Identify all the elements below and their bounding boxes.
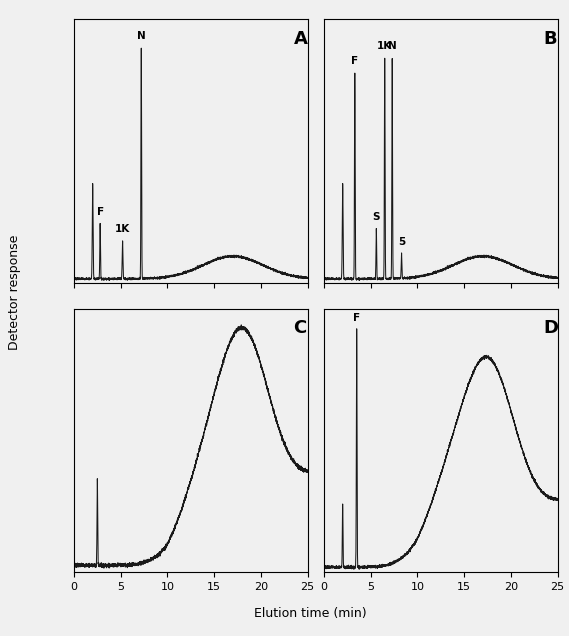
- Text: B: B: [543, 30, 557, 48]
- Text: N: N: [137, 31, 146, 41]
- Text: N: N: [388, 41, 397, 52]
- Text: D: D: [543, 319, 559, 338]
- Text: F: F: [353, 313, 360, 323]
- Text: Elution time (min): Elution time (min): [254, 607, 366, 620]
- Text: 1K: 1K: [115, 225, 130, 235]
- Text: A: A: [294, 30, 307, 48]
- Text: 5: 5: [398, 237, 405, 247]
- Text: S: S: [373, 212, 380, 222]
- Text: 1K: 1K: [377, 41, 393, 52]
- Text: C: C: [294, 319, 307, 338]
- Text: F: F: [351, 56, 358, 66]
- Text: F: F: [97, 207, 104, 217]
- Text: Detector response: Detector response: [8, 235, 20, 350]
